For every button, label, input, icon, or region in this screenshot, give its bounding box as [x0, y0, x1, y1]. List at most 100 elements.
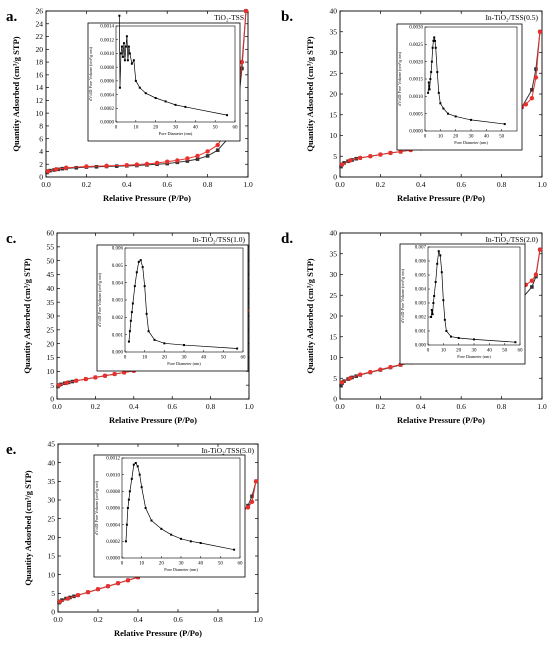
inset-pore-point — [160, 527, 163, 530]
desorption-point — [388, 364, 393, 370]
y-tick-label: 45 — [48, 440, 56, 449]
y-tick-label: 12 — [36, 96, 44, 105]
inset-x-tick-label: 40 — [193, 126, 199, 131]
inset-pore-point — [440, 271, 443, 274]
inset-pore-point — [135, 271, 138, 274]
y-tick-label: 30 — [330, 48, 338, 57]
inset-pore-point — [141, 266, 144, 269]
desorption-point — [533, 272, 539, 277]
y-tick-label: 2 — [39, 160, 43, 169]
adsorption-point — [339, 164, 343, 169]
inset-y-tick-label: 0.0005 — [409, 112, 423, 117]
inset-pore-point — [184, 105, 187, 108]
inset-pore-point — [120, 45, 123, 48]
inset-pore-point — [131, 302, 134, 305]
y-tick-label: 20 — [330, 312, 338, 321]
inset-x-axis-label: Pore Diameter (nm) — [454, 140, 488, 145]
inset-x-tick-label: 30 — [469, 135, 475, 140]
inset-pore-point — [433, 39, 436, 42]
inset-pore-point — [118, 86, 121, 89]
y-tick-label: 20 — [330, 90, 338, 99]
y-tick-label: 0 — [333, 395, 337, 404]
y-tick-label: 40 — [47, 284, 55, 293]
inset-pore-point — [134, 462, 137, 464]
panel-letter: d. — [281, 231, 293, 247]
inset-x-axis-label: Pore Diameter (nm) — [457, 354, 491, 359]
inset-frame-outer — [396, 23, 523, 151]
inset-pore-point — [439, 254, 442, 257]
desorption-point — [339, 380, 345, 385]
inset-pore-point — [442, 107, 445, 110]
x-tick-label: 0.2 — [376, 180, 386, 189]
inset-pore-point — [439, 102, 442, 105]
y-tick-label: 55 — [47, 242, 55, 251]
desorption-point — [105, 584, 111, 589]
y-tick-label: 25 — [330, 69, 338, 78]
y-axis-label: Quantity Adsorbed (cm³/g STP) — [305, 258, 315, 373]
inset-x-tick-label: 0 — [115, 126, 118, 131]
y-tick-label: 25 — [47, 325, 55, 334]
inset-pore-point — [130, 311, 133, 314]
inset-y-tick-label: 0.0006 — [106, 507, 120, 512]
desorption-point — [125, 578, 131, 583]
desorption-point — [537, 247, 543, 252]
inset-pore-point — [150, 519, 153, 522]
x-tick-label: 0.8 — [497, 180, 507, 189]
inset-y-axis-label: dV/dD Pore Volume (cm³/g nm) — [400, 268, 405, 323]
inset-pore-point — [147, 330, 150, 333]
inset-y-tick-label: 0.000 — [112, 351, 124, 356]
desorption-point — [205, 149, 210, 154]
inset-x-tick-label: 30 — [472, 349, 478, 354]
inset-y-tick-label: 0.006 — [415, 260, 427, 265]
desorption-point — [144, 161, 150, 167]
inset-pore-point — [130, 62, 133, 65]
x-tick-label: 1.0 — [537, 180, 547, 189]
inset-x-tick-label: 20 — [456, 349, 462, 354]
inset-x-tick-label: 0 — [124, 356, 127, 361]
inset-pore-point — [119, 52, 122, 55]
x-tick-label: 1.0 — [244, 402, 254, 411]
y-tick-label: 5 — [333, 152, 337, 161]
adsorption-point — [205, 154, 210, 158]
inset-x-tick-label: 30 — [179, 562, 185, 567]
inset-y-tick-label: 0.007 — [415, 246, 427, 251]
y-tick-label: 20 — [48, 533, 56, 542]
inset-pore-point — [144, 507, 147, 509]
inset-x-tick-label: 40 — [487, 349, 493, 354]
inset-pore-point — [124, 45, 127, 48]
inset-y-tick-label: 0.001 — [415, 330, 427, 335]
inset-pore-point — [199, 542, 202, 544]
adsorption-point — [240, 66, 244, 71]
inset-pore-point — [457, 337, 460, 339]
inset-pore-point — [126, 507, 129, 509]
inset-pore-point — [124, 540, 127, 543]
inset-y-tick-label: 0.0010 — [409, 95, 423, 100]
inset-pore-point — [432, 302, 435, 304]
inset-y-tick-label: 0.0002 — [106, 540, 120, 545]
inset-pore-point — [434, 46, 437, 49]
inset-pore-point — [138, 86, 141, 89]
inset-y-tick-label: 0.0002 — [100, 107, 114, 112]
y-tick-label: 0 — [333, 173, 337, 182]
y-tick-label: 0 — [51, 608, 55, 617]
y-tick-label: 25 — [330, 291, 338, 300]
inset-x-tick-label: 0 — [121, 562, 124, 567]
y-tick-label: 50 — [47, 256, 55, 265]
desorption-point — [537, 29, 543, 34]
inset-pore-point — [145, 312, 148, 315]
y-tick-label: 20 — [36, 45, 44, 54]
inset-y-tick-label: 0.003 — [415, 302, 427, 307]
adsorption-point — [534, 67, 538, 71]
y-tick-label: 16 — [36, 70, 44, 79]
inset-y-axis-label: dV/dD Pore Volume (cm³/g nm) — [97, 272, 102, 327]
desorption-point — [529, 278, 535, 283]
inset-pore-point — [442, 299, 445, 302]
inset-pore-point — [121, 55, 124, 58]
inset-y-tick-label: 0.0000 — [409, 130, 423, 135]
y-tick-label: 30 — [330, 270, 338, 279]
panel-letter: e. — [6, 442, 17, 458]
desorption-point — [195, 153, 200, 159]
inset-x-tick-label: 0 — [427, 349, 430, 354]
inset-y-tick-label: 0.0010 — [100, 52, 114, 57]
inset-y-tick-label: 0.0030 — [409, 26, 423, 31]
